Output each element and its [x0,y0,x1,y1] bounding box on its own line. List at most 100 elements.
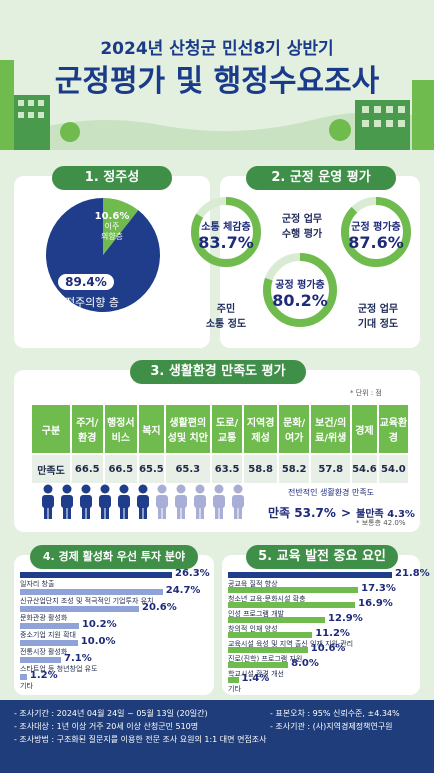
pie-slice-1 [103,198,139,255]
bar-value-label: 10.6% [310,643,346,654]
footer: - 조사기간 : 2024년 04월 24일 ~ 05월 13일 (20일간) … [0,700,434,773]
bar-category-label: 중소기업 지원 확대 [20,631,76,639]
table-value-cell: 65.5 [139,455,164,483]
person-icon [154,484,170,520]
table-header-cell: 생활편의성및 치안 [165,405,210,453]
bar-value-label: 8.0% [291,658,319,669]
table-header-cell: 주거/환경 [72,405,103,453]
footer-method: - 조사방법 : 구조화된 질문지를 이용한 전문 조사 요원의 1:1 대면 … [14,735,267,744]
bar [228,587,359,593]
table-value-cell: 66.5 [104,455,138,483]
bar-category-label: 스타트업 등 청년창업 유도 [20,665,98,673]
caption-right-line1: 군정 업무 [357,304,399,315]
education-bar-chart: 21.8% 공교육 질적 향상 17.3% 청소년 교육·문화시설 확충 16.9% 인성… [228,568,430,696]
satisfaction-table-header: 구분 주거/환경 행정서비스 복지 생활편의성및 치안 도로/교통 지역경제성 문화/여가 보건… [32,405,408,453]
footer-org: - 조사기관 : (사)지역경제정책연구원 [270,722,393,731]
bar-category-label: 학교시설 환경 개선 [228,670,284,678]
stay-intent-label: 정주의향 층 [64,296,120,309]
bar [228,617,326,623]
compare-arrow: > [340,506,352,520]
bar [20,674,27,680]
normal-note: * 보통층 42.0% [356,519,406,527]
satisfaction-table-values: 만족도 66.5 66.5 65.5 65.3 63.5 58.8 58.2 57.8 54.6 5… [32,455,408,483]
bar-category-label: 인성 프로그램 개발 [228,610,284,618]
bar-value-label: 1.2% [29,670,58,681]
move-intent-label: 10.6% 이주 의향층 [92,212,132,242]
bar-value-label: 7.1% [64,653,92,664]
header-title: 군정평가 및 행정수요조사 [54,64,380,99]
caption-top-line2: 수행 평가 [281,229,323,240]
section2-heading: 2. 군정 운영 평가 [246,166,396,190]
bar-value-label: 21.8% [395,568,430,579]
bar [20,572,172,578]
table-value-cell: 57.8 [311,455,351,483]
bar [228,647,308,653]
caption-left: 주민 소통 정도 [200,300,252,330]
bar-category-label: 기타 [20,682,33,690]
bar [228,662,289,668]
caption-left-line1: 주민 [216,304,236,315]
person-icon [59,484,75,520]
person-icon [230,484,246,520]
bar-value-label: 10.2% [81,619,117,630]
administration-ring-label: 군정 평가층 [351,222,401,233]
stay-intent-pct: 89.4% [58,274,114,290]
header-subtitle: 2024년 산청군 민선8기 상반기 [100,39,334,59]
bar-category-label: 신규산업단지 조성 및 적극적인 기업투자 유치 [20,597,154,605]
person-icon [192,484,208,520]
table-header-cell: 문화/여가 [278,405,310,453]
bar-value-label: 17.3% [361,583,396,594]
section5-panel [222,555,420,695]
bar [228,572,392,578]
table-value-cell: 58.2 [278,455,310,483]
bar-category-label: 청소년 교육·문화시설 확충 [228,595,306,603]
fairness-ring-value: 80.2% [272,291,328,310]
table-header-cell: 교육환경 [378,405,408,453]
communication-ring-text: 소통 체감층 83.7% [190,218,262,252]
table-header-cell: 도로/교통 [211,405,243,453]
person-icon [135,484,151,520]
footer-period: - 조사기간 : 2024년 04월 24일 ~ 05월 13일 (20일간) [14,709,208,718]
move-intent-text2: 의향층 [100,232,124,241]
bar [20,623,79,629]
section3-heading: 3. 생활환경 만족도 평가 [130,360,306,384]
footer-target: - 조사대상 : 1년 이상 거주 20세 이상 산청군민 510명 [14,722,199,731]
people-icons [40,484,244,522]
bar-category-label: 진로(진학) 프로그램 지원 [228,655,303,663]
communication-ring-label: 소통 체감층 [201,222,251,233]
bar [20,606,140,612]
section3-unit: * 단위 : 점 [350,389,382,397]
bar [20,640,78,646]
satisfied-value: 만족 53.7% [268,506,336,520]
bar-value-label: 1.4% [241,673,270,684]
satisfaction-table: 구분 주거/환경 행정서비스 복지 생활편의성및 치안 도로/교통 지역경제성 문화/여가 보건… [30,403,410,485]
administration-ring-text: 군정 평가층 87.6% [340,218,412,252]
economy-bar-chart: 26.3% 일자리 창출 24.7% 신규산업단지 조성 및 적극적인 기업투자 유치… [20,568,212,692]
communication-ring-value: 83.7% [198,233,254,252]
caption-top-line1: 군정 업무 [281,214,323,225]
table-header-cell: 행정서비스 [104,405,138,453]
person-icon [78,484,94,520]
bar [228,602,356,608]
table-header-cell: 복지 [139,405,164,453]
bar-value-label: 11.2% [315,628,350,639]
section1-heading: 1. 정주성 [52,166,172,190]
administration-ring [341,197,411,267]
person-icon [173,484,189,520]
table-value-cell: 65.3 [165,455,210,483]
bar-value-label: 10.0% [80,636,116,647]
bar-value-label: 12.9% [328,613,363,624]
person-icon [40,484,56,520]
footer-error: - 표본오차 : 95% 신뢰수준, ±4.34% [270,709,400,718]
move-intent-pct: 10.6% [94,211,130,222]
table-header-cell: 구분 [32,405,70,453]
bar [228,632,313,638]
fairness-ring [263,253,337,327]
table-value-cell: 54.6 [352,455,377,483]
bar-category-label: 기타 [228,685,241,693]
header-illustration [0,0,434,150]
fairness-ring-text: 공정 평가층 80.2% [262,276,338,310]
bar-category-label: 창의적 인재 양성 [228,625,278,633]
table-header-cell: 경제 [352,405,377,453]
